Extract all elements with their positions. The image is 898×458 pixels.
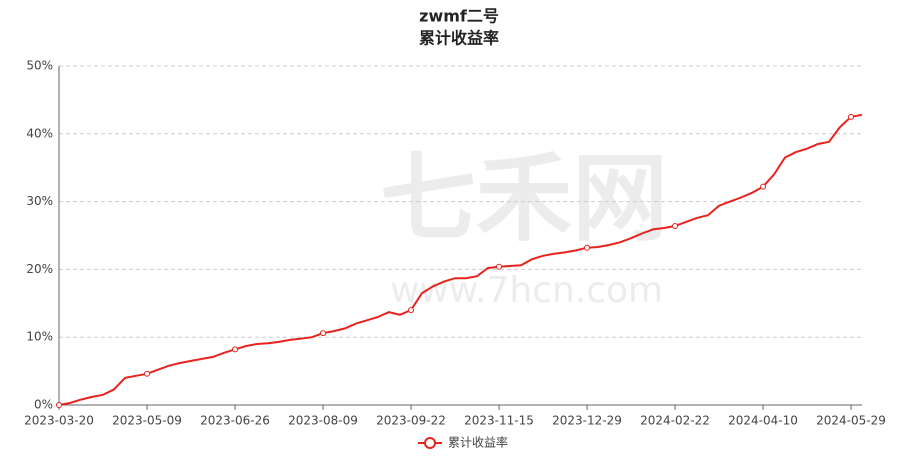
x-tick-label: 2023-12-29 [552,414,622,428]
x-tick-label: 2023-03-20 [24,414,94,428]
x-tick-label: 2024-05-29 [816,414,886,428]
point-marker [408,307,414,314]
x-tick-label: 2024-02-22 [640,414,710,428]
y-tick-label: 20% [26,262,53,276]
x-tick-label: 2023-11-15 [464,414,534,428]
y-tick-label: 40% [26,126,53,140]
x-tick-label: 2023-08-09 [288,414,358,428]
y-tick-label: 50% [26,59,53,73]
y-tick-label: 10% [26,330,53,344]
point-marker [672,223,678,230]
point-marker [232,346,238,353]
x-tick-label: 2023-05-09 [112,414,182,428]
point-marker [320,330,326,337]
legend-marker [424,437,436,449]
y-tick-label: 30% [26,194,53,208]
y-tick-label: 0% [34,398,53,412]
watermark: 七禾网 [380,142,668,254]
legend-label: 累计收益率 [448,435,508,450]
point-marker [496,263,502,270]
watermark: www.7hcn.com [390,270,663,311]
x-tick-label: 2023-09-22 [376,414,446,428]
series-line [58,113,863,406]
point-marker [56,402,62,408]
point-marker [144,370,150,377]
point-marker [848,113,854,120]
point-marker [760,183,766,190]
chart-subtitle: 累计收益率 [419,29,499,48]
point-marker [584,244,590,251]
x-tick-label: 2024-04-10 [728,414,798,428]
x-tick-label: 2023-06-26 [200,414,270,428]
chart-title: zwmf二号 [419,7,499,26]
